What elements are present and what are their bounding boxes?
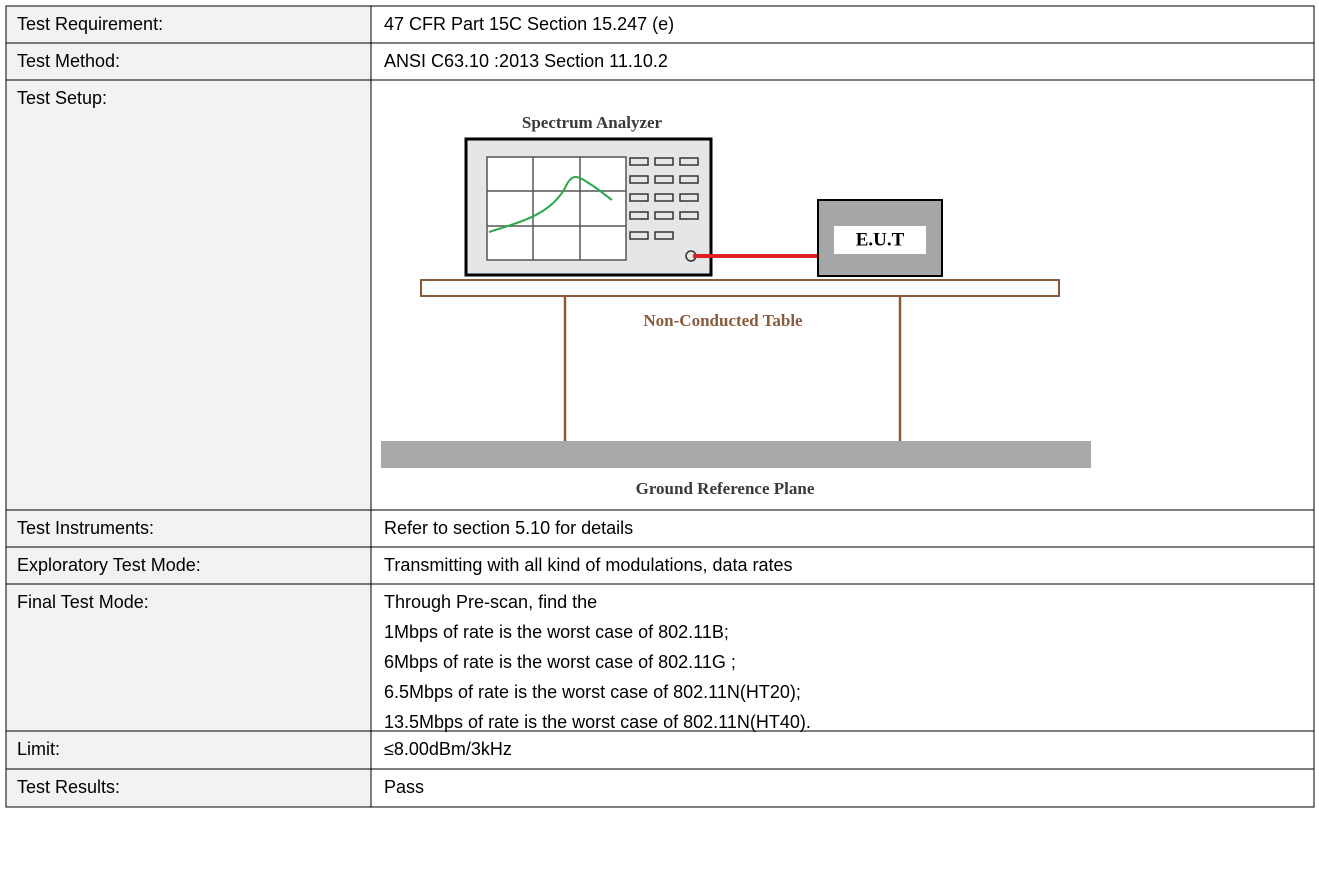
analyzer-screen: [486, 156, 627, 261]
row-value: ≤8.00dBm/3kHz: [384, 739, 512, 759]
label-cell: [5, 768, 372, 808]
label-cell: [5, 79, 372, 511]
row-value: 47 CFR Part 15C Section 15.247 (e): [384, 14, 674, 34]
trace: [488, 176, 613, 233]
row-value: Pass: [384, 777, 424, 797]
row-label: Test Method:: [17, 51, 120, 71]
test-setup-diagram: Spectrum Analyzer E.U.T Non-Conducted Ta…: [381, 113, 1091, 498]
label-cell: [5, 730, 372, 770]
table: Test Requirement: 47 CFR Part 15C Section…: [5, 5, 1315, 808]
eut-label-box: [834, 226, 926, 254]
value-cell: [370, 730, 1315, 770]
row-label: Test Instruments:: [17, 518, 154, 538]
label-cell: [5, 5, 372, 44]
row-label: Limit:: [17, 739, 60, 759]
table-top: [420, 279, 1060, 297]
row-value: 6.5Mbps of rate is the worst case of 802…: [384, 682, 801, 702]
analyzer-label: Spectrum Analyzer: [522, 113, 663, 132]
ground-label: Ground Reference Plane: [636, 479, 815, 498]
table-label: Non-Conducted Table: [643, 311, 803, 330]
row-label: Test Setup:: [17, 88, 107, 108]
row-value: 6Mbps of rate is the worst case of 802.1…: [384, 652, 736, 672]
ground-plane: [381, 441, 1091, 468]
row-value: 1Mbps of rate is the worst case of 802.1…: [384, 622, 729, 642]
row-value: Refer to section 5.10 for details: [384, 518, 633, 538]
row-value: Through Pre-scan, find the: [384, 592, 597, 612]
row-value: ANSI C63.10 :2013 Section 11.10.2: [384, 51, 668, 71]
row-value: Transmitting with all kind of modulation…: [384, 555, 793, 575]
row-label: Exploratory Test Mode:: [17, 555, 201, 575]
row-label: Final Test Mode:: [17, 592, 149, 612]
analyzer-buttons: [629, 157, 699, 262]
value-cell: [370, 768, 1315, 808]
row-label: Test Results:: [17, 777, 120, 797]
row-label: Test Requirement:: [17, 14, 163, 34]
eut-label: E.U.T: [856, 229, 905, 250]
row-value: 13.5Mbps of rate is the worst case of 80…: [384, 712, 811, 732]
